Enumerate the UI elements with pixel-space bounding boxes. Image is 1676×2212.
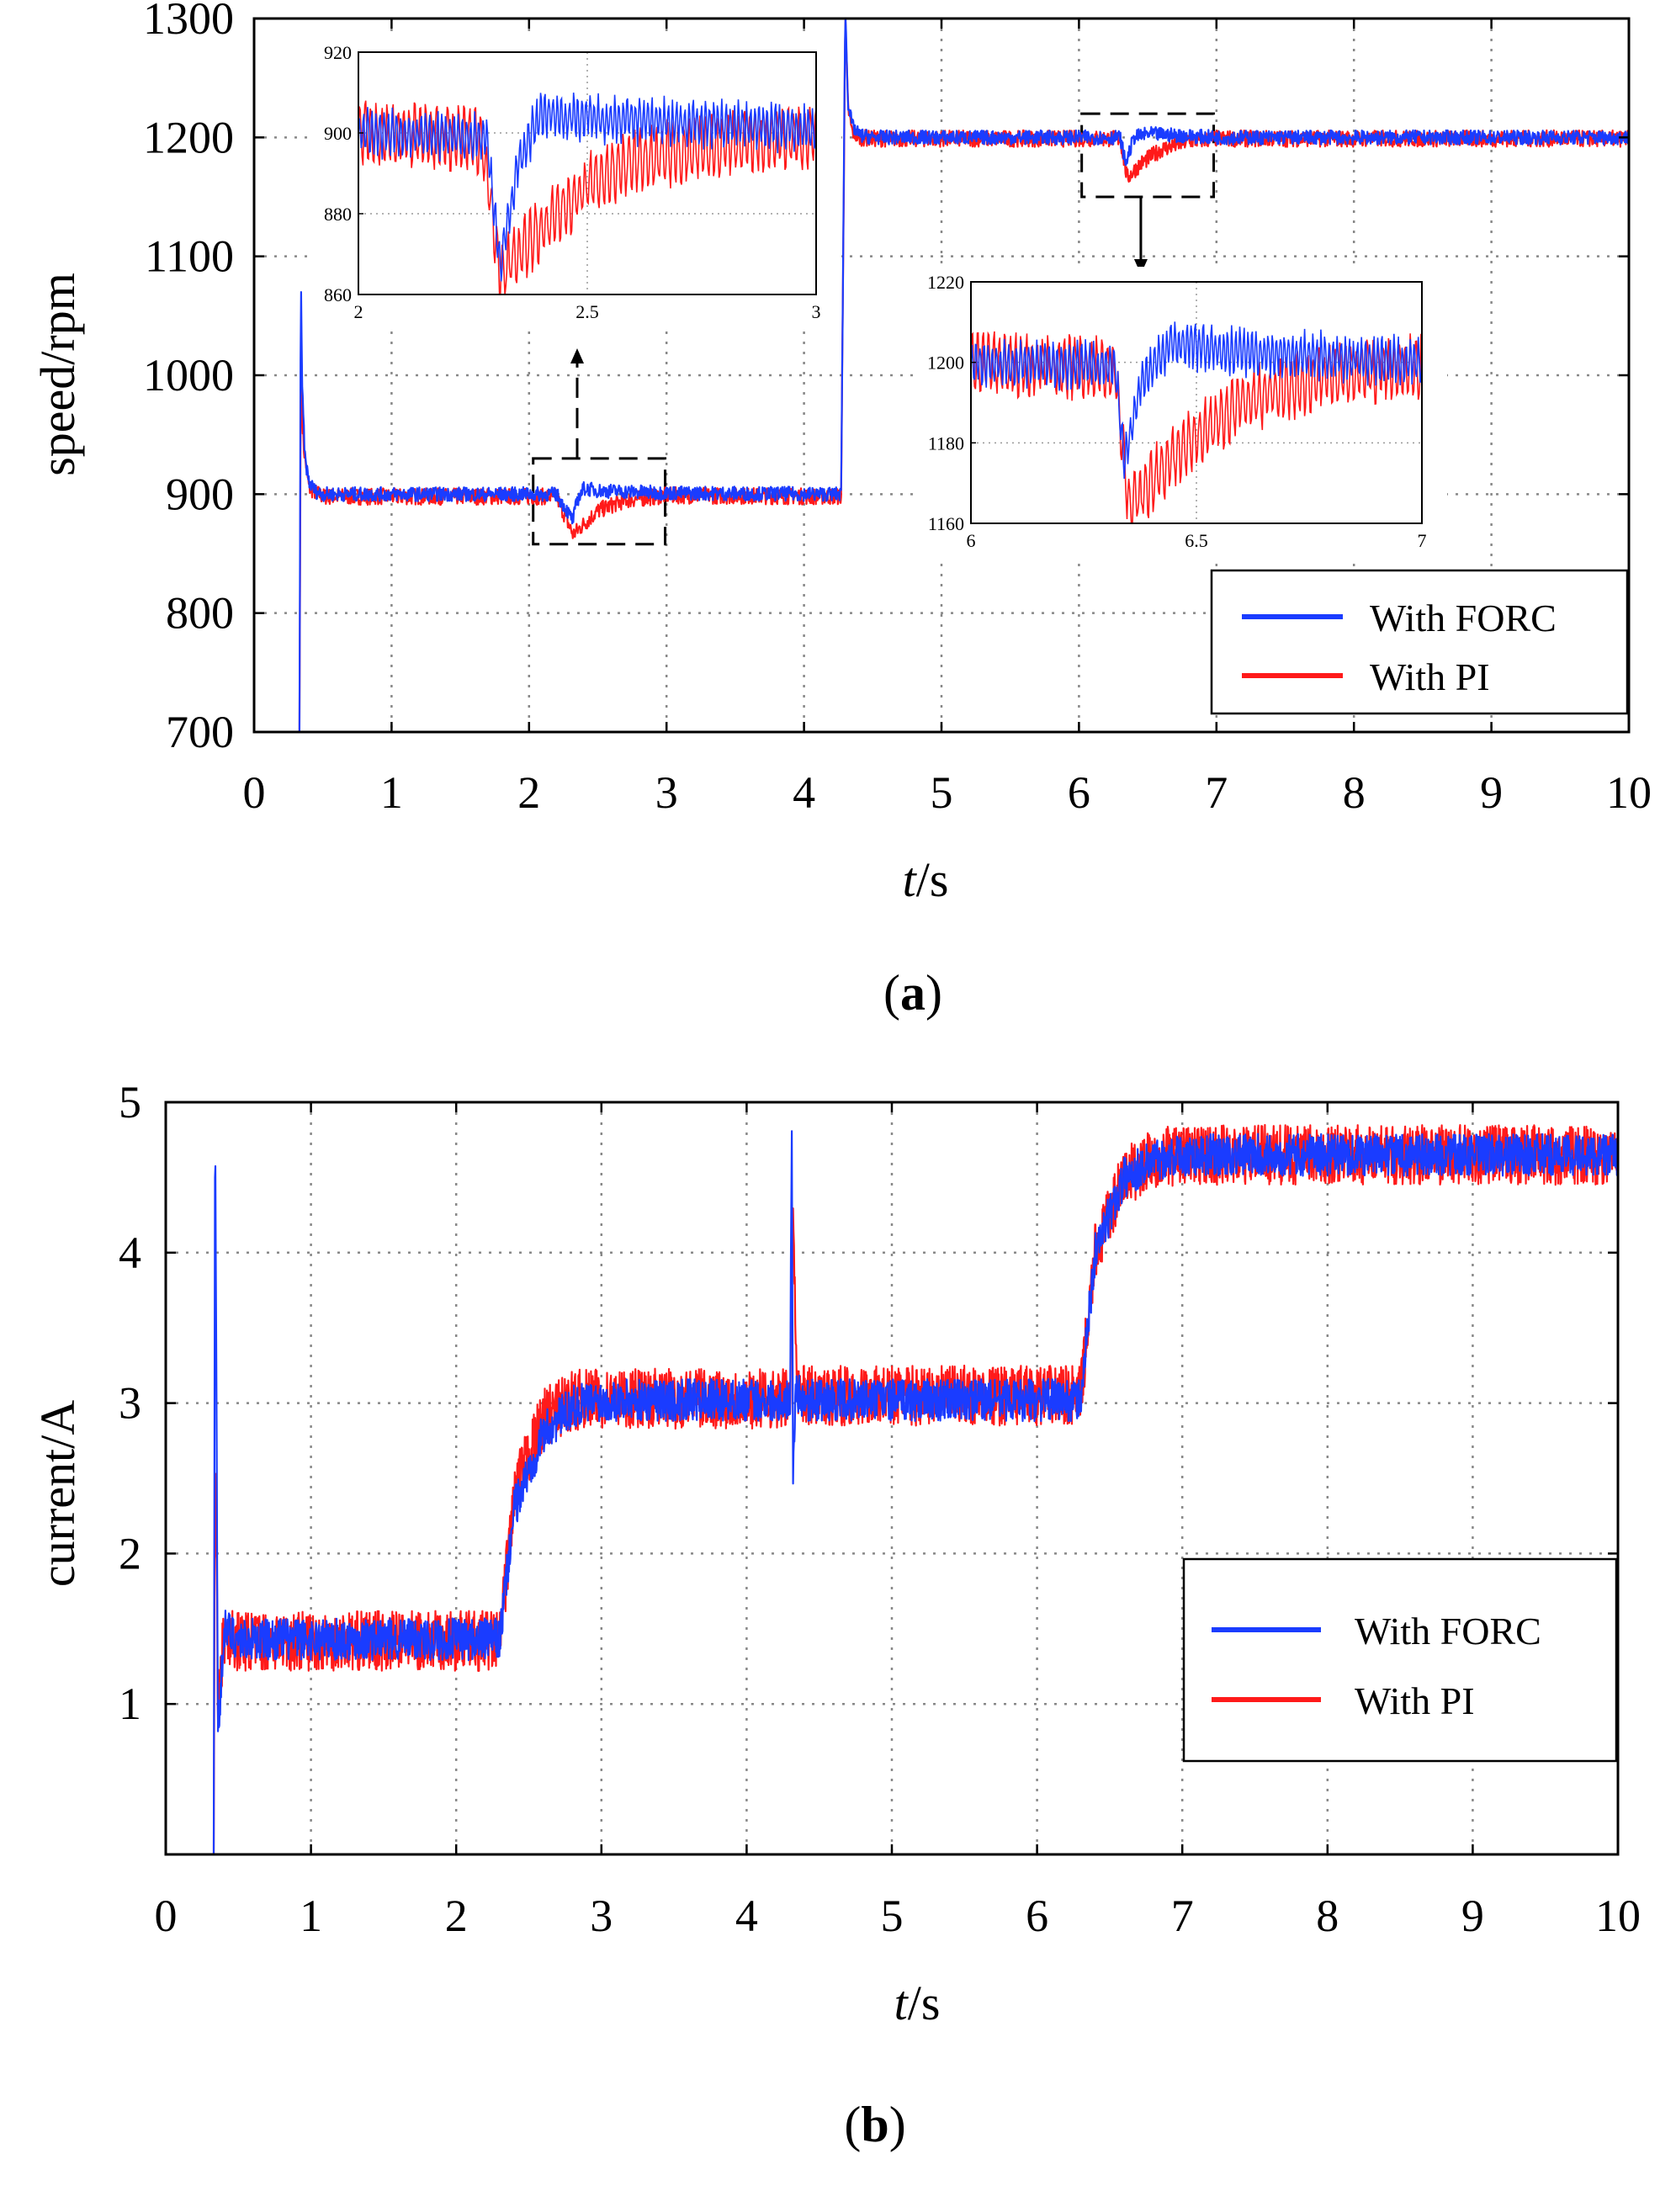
y-tick-label: 2 bbox=[119, 1528, 141, 1578]
x-tick-label: 6 bbox=[1026, 1891, 1048, 1941]
inset-series-forc bbox=[971, 321, 1422, 480]
y-tick-label: 3 bbox=[119, 1378, 141, 1429]
y-tick-label: 1300 bbox=[143, 0, 234, 44]
zoom-box-1 bbox=[532, 457, 667, 546]
panel-a-zoom-boxes bbox=[532, 112, 1216, 546]
inset-x-tick-label: 2.5 bbox=[575, 301, 599, 322]
panel-b-caption: (b) bbox=[844, 2097, 905, 2152]
x-tick-label: 10 bbox=[1606, 767, 1652, 818]
y-tick-label: 4 bbox=[119, 1228, 141, 1278]
panel-b-xlabel-var: t bbox=[894, 1976, 910, 2030]
inset-series-forc bbox=[358, 93, 816, 282]
x-tick-label: 5 bbox=[931, 767, 953, 818]
x-tick-label: 3 bbox=[655, 767, 678, 818]
x-tick-label: 5 bbox=[881, 1891, 904, 1941]
x-tick-label: 9 bbox=[1480, 767, 1503, 818]
inset-y-tick-label: 1160 bbox=[928, 513, 964, 534]
panel-b-ticks: 0 1 2 3 4 5 6 7 8 9 10 1 2 3 4 5 bbox=[119, 1077, 1641, 1941]
x-tick-label: 6 bbox=[1068, 767, 1090, 818]
legend-box bbox=[1182, 1557, 1618, 1763]
y-tick-label: 1100 bbox=[145, 231, 234, 282]
panel-a-xlabel: t/s bbox=[903, 852, 949, 907]
x-tick-label: 7 bbox=[1171, 1891, 1194, 1941]
panel-a-xlabel-var: t bbox=[903, 852, 918, 907]
zoom-arrowhead-1 bbox=[570, 348, 584, 363]
legend-label-forc: With FORC bbox=[1355, 1610, 1541, 1652]
inset-x-tick-label: 6.5 bbox=[1185, 530, 1208, 551]
x-tick-label: 2 bbox=[517, 767, 540, 818]
y-tick-label: 5 bbox=[119, 1077, 141, 1127]
inset-traces bbox=[971, 321, 1422, 523]
panel-b-ylabel: current/A bbox=[30, 1400, 85, 1587]
panel-b-traces bbox=[212, 1123, 1618, 1854]
y-tick-label: 700 bbox=[166, 707, 234, 757]
panel-a-inset-2: 6 6.5 7 1160 1180 1200 1220 bbox=[920, 267, 1447, 559]
inset-traces bbox=[358, 93, 816, 294]
y-tick-label: 1 bbox=[119, 1679, 141, 1729]
panel-a-series bbox=[298, 19, 1629, 732]
panel-a-caption-letter: a bbox=[900, 965, 926, 1021]
series-forc-line bbox=[212, 1130, 1618, 1854]
panel-b-current-chart: 0 1 2 3 4 5 6 7 8 9 10 1 2 3 4 5 With FORC With PI curr… bbox=[30, 1077, 1641, 2152]
inset-frame bbox=[358, 51, 817, 295]
inset-y-tick-label: 860 bbox=[324, 284, 352, 305]
inset-y-tick-label: 1180 bbox=[928, 432, 964, 454]
legend-box bbox=[1210, 569, 1629, 715]
inset-y-tick-label: 1220 bbox=[927, 272, 964, 293]
x-tick-label: 9 bbox=[1461, 1891, 1484, 1941]
x-tick-label: 7 bbox=[1205, 767, 1228, 818]
x-tick-label: 0 bbox=[155, 1891, 178, 1941]
panel-a-legend: With FORC With PI bbox=[1210, 569, 1629, 715]
inset-y-tick-label: 880 bbox=[324, 204, 352, 225]
y-tick-label: 900 bbox=[166, 469, 234, 519]
x-tick-label: 2 bbox=[445, 1891, 468, 1941]
panel-a-caption: (a) bbox=[883, 965, 942, 1021]
x-tick-label: 4 bbox=[793, 767, 815, 818]
legend-label-pi: With PI bbox=[1355, 1679, 1475, 1722]
inset-x-tick-label: 7 bbox=[1418, 530, 1427, 551]
zoom-box-2 bbox=[1080, 112, 1216, 199]
inset-frame bbox=[970, 281, 1423, 524]
x-tick-label: 1 bbox=[380, 767, 403, 818]
inset-backdrop bbox=[920, 267, 1447, 559]
panel-a-inset-1: 2 2.5 3 860 880 900 920 bbox=[308, 37, 841, 330]
x-tick-label: 4 bbox=[735, 1891, 758, 1941]
panel-b-series bbox=[212, 1123, 1618, 1854]
x-tick-label: 1 bbox=[300, 1891, 322, 1941]
panel-b-xlabel-unit: /s bbox=[908, 1976, 941, 2030]
x-tick-label: 8 bbox=[1316, 1891, 1339, 1941]
panel-b-xlabel: t/s bbox=[894, 1976, 941, 2030]
x-tick-label: 0 bbox=[243, 767, 266, 818]
y-tick-label: 1200 bbox=[143, 112, 234, 162]
inset-x-tick-label: 2 bbox=[354, 301, 363, 322]
y-tick-label: 800 bbox=[166, 588, 234, 639]
y-tick-label: 1000 bbox=[143, 350, 234, 400]
inset-y-tick-label: 900 bbox=[324, 123, 352, 144]
series-forc-line bbox=[298, 19, 1629, 732]
panel-a-ticks: 0 1 2 3 4 5 6 7 8 9 10 700 800 900 1000 1100 1200 1300 bbox=[143, 0, 1652, 818]
inset-y-tick-label: 1200 bbox=[927, 353, 964, 374]
panel-a-ylabel: speed/rpm bbox=[30, 273, 85, 476]
legend-label-pi: With PI bbox=[1370, 655, 1490, 698]
x-tick-label: 8 bbox=[1343, 767, 1366, 818]
legend-label-forc: With FORC bbox=[1370, 597, 1557, 639]
panel-a-xlabel-unit: /s bbox=[916, 852, 949, 907]
panel-a-traces bbox=[298, 19, 1629, 732]
x-tick-label: 3 bbox=[590, 1891, 613, 1941]
inset-x-tick-label: 6 bbox=[967, 530, 976, 551]
inset-y-tick-label: 920 bbox=[324, 42, 352, 63]
x-tick-label: 10 bbox=[1595, 1891, 1641, 1941]
panel-b-caption-letter: b bbox=[861, 2097, 888, 2152]
panel-b-legend: With FORC With PI bbox=[1182, 1557, 1618, 1763]
inset-x-tick-label: 3 bbox=[812, 301, 821, 322]
